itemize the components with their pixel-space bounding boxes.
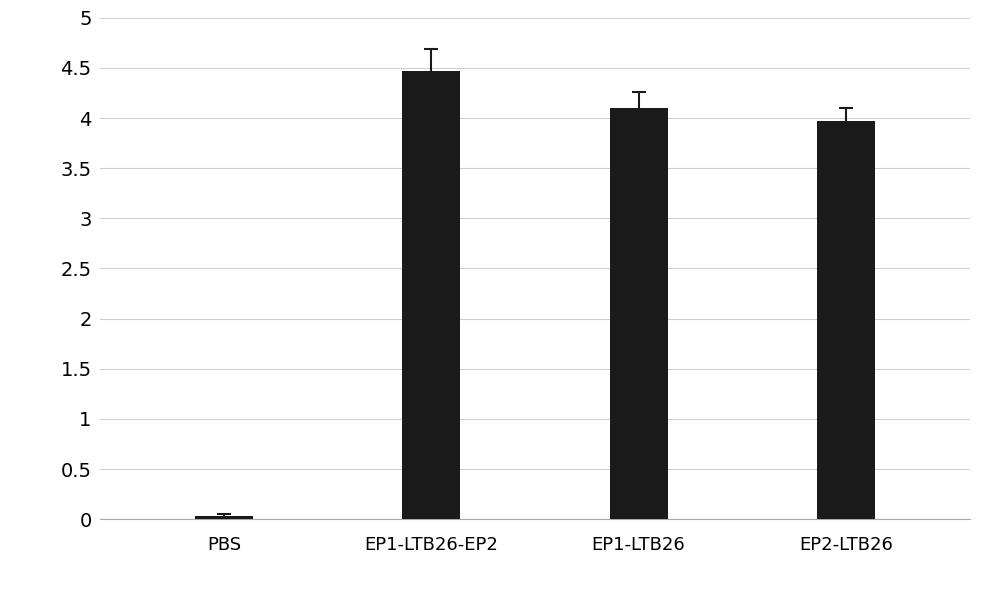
Bar: [817, 121, 875, 519]
Bar: [610, 108, 668, 519]
Bar: [402, 71, 460, 519]
Bar: [195, 516, 253, 519]
